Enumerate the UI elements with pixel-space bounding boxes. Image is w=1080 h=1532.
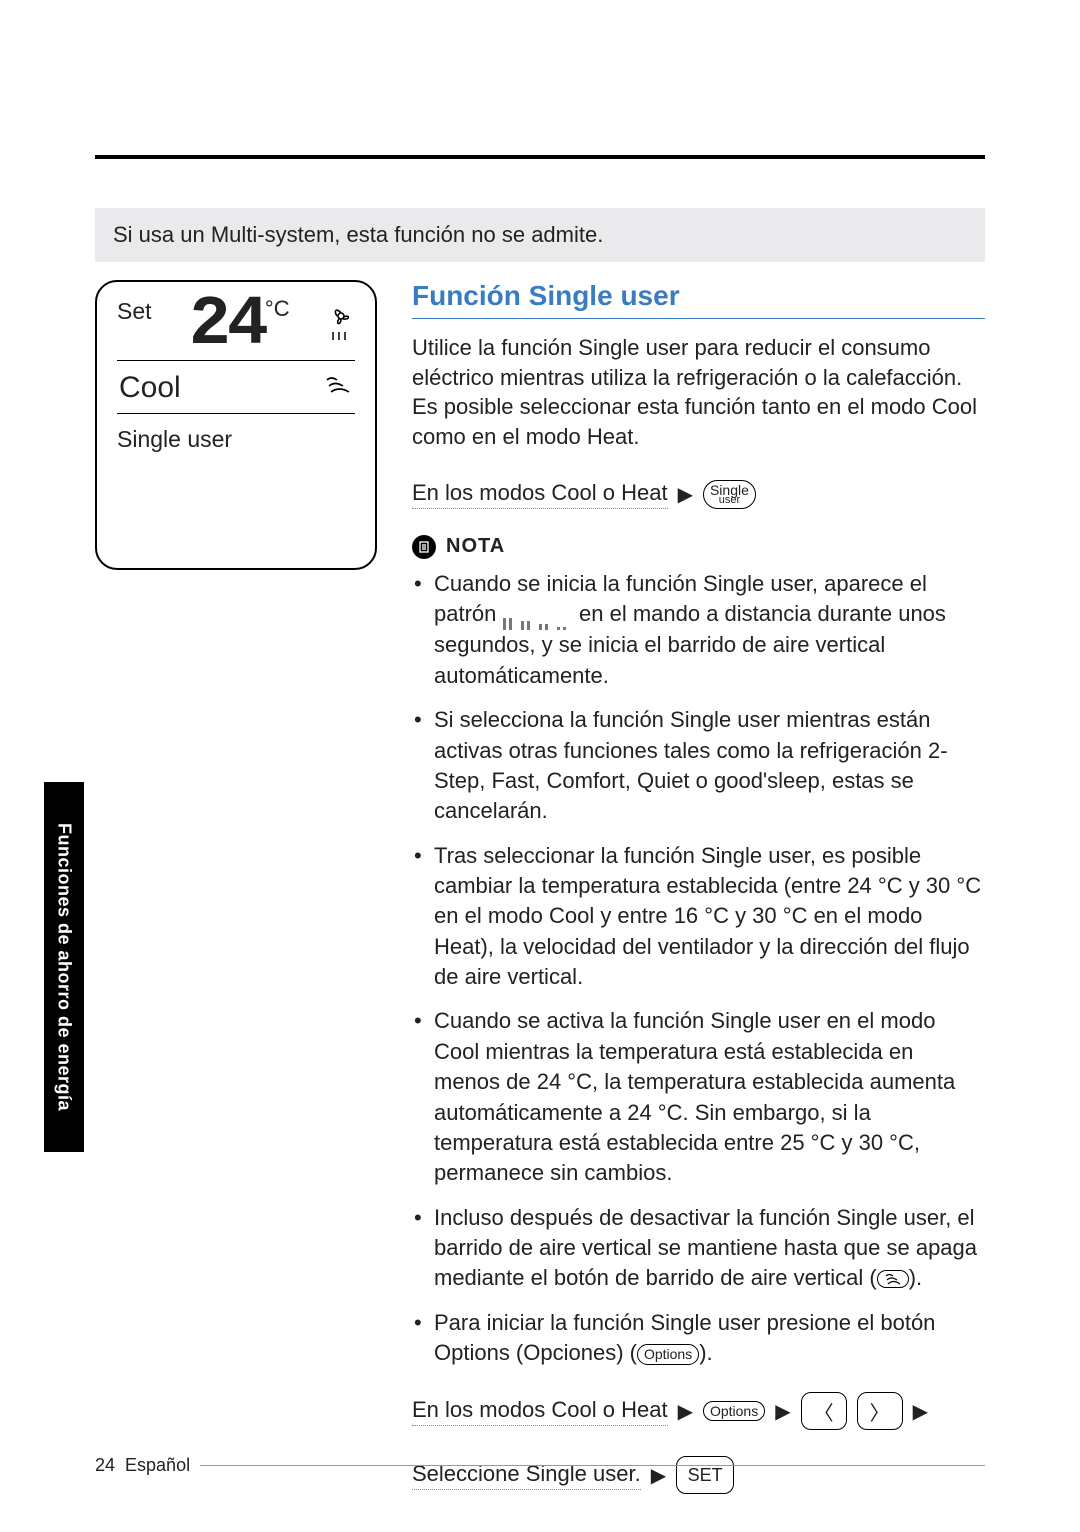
swing-button-icon <box>877 1270 909 1288</box>
page-language: Español <box>125 1455 190 1476</box>
nav-left-button[interactable]: 〈 <box>801 1392 847 1430</box>
options-pill: Options <box>703 1401 765 1421</box>
note-header: NOTA <box>412 535 985 559</box>
note-icon <box>412 535 436 559</box>
note-item-3: Tras seleccionar la función Single user,… <box>434 841 985 993</box>
arrow-icon: ▶ <box>678 1399 693 1424</box>
arrow-icon: ▶ <box>678 482 693 507</box>
fan-icon <box>327 304 355 349</box>
side-tab: Funciones de ahorro de energía <box>44 782 84 1152</box>
remote-temp: 24 <box>189 298 265 354</box>
step1-text: En los modos Cool o Heat <box>412 480 668 509</box>
remote-mode: Cool <box>119 371 181 405</box>
pill-line2: user <box>710 495 749 506</box>
section-title: Función Single user <box>412 280 985 319</box>
page-number: 24 <box>95 1455 115 1476</box>
step-pattern-icon <box>503 600 569 630</box>
swing-icon <box>323 374 353 403</box>
note6b: ). <box>699 1340 712 1365</box>
remote-single-user: Single user <box>117 426 355 453</box>
main-column: Función Single user Utilice la función S… <box>412 280 985 1520</box>
notice-box: Si usa un Multi-system, esta función no … <box>95 208 985 262</box>
note-list: Cuando se inicia la función Single user,… <box>412 569 985 1369</box>
side-tab-text: Funciones de ahorro de energía <box>54 823 75 1111</box>
arrow-icon: ▶ <box>913 1399 928 1424</box>
arrow-icon: ▶ <box>775 1399 790 1424</box>
note-label: NOTA <box>446 535 505 558</box>
remote-divider-2 <box>117 413 355 414</box>
single-user-pill: Single user <box>703 480 756 509</box>
notice-text: Si usa un Multi-system, esta función no … <box>113 222 603 247</box>
remote-temp-wrap: 24 °C <box>189 298 290 354</box>
note-item-6: Para iniciar la función Single user pres… <box>434 1308 985 1369</box>
step-row-2: En los modos Cool o Heat ▶ Options ▶ 〈 〉… <box>412 1392 985 1430</box>
note-item-4: Cuando se activa la función Single user … <box>434 1006 985 1188</box>
step-row-1: En los modos Cool o Heat ▶ Single user <box>412 480 985 509</box>
note5b: ). <box>909 1265 922 1290</box>
note-item-2: Si selecciona la función Single user mie… <box>434 705 985 826</box>
page-footer: 24 Español <box>95 1455 985 1476</box>
nav-right-button[interactable]: 〉 <box>857 1392 903 1430</box>
remote-display: Set 24 °C Cool <box>95 280 377 570</box>
note-item-5: Incluso después de desactivar la función… <box>434 1203 985 1294</box>
step2-text: En los modos Cool o Heat <box>412 1397 668 1426</box>
top-rule <box>95 155 985 159</box>
options-pill-inline: Options <box>637 1344 699 1365</box>
note-item-1: Cuando se inicia la función Single user,… <box>434 569 985 691</box>
remote-set-label: Set <box>117 298 152 325</box>
remote-unit: °C <box>265 296 290 322</box>
footer-line <box>200 1465 985 1466</box>
section-intro: Utilice la función Single user para redu… <box>412 333 985 452</box>
